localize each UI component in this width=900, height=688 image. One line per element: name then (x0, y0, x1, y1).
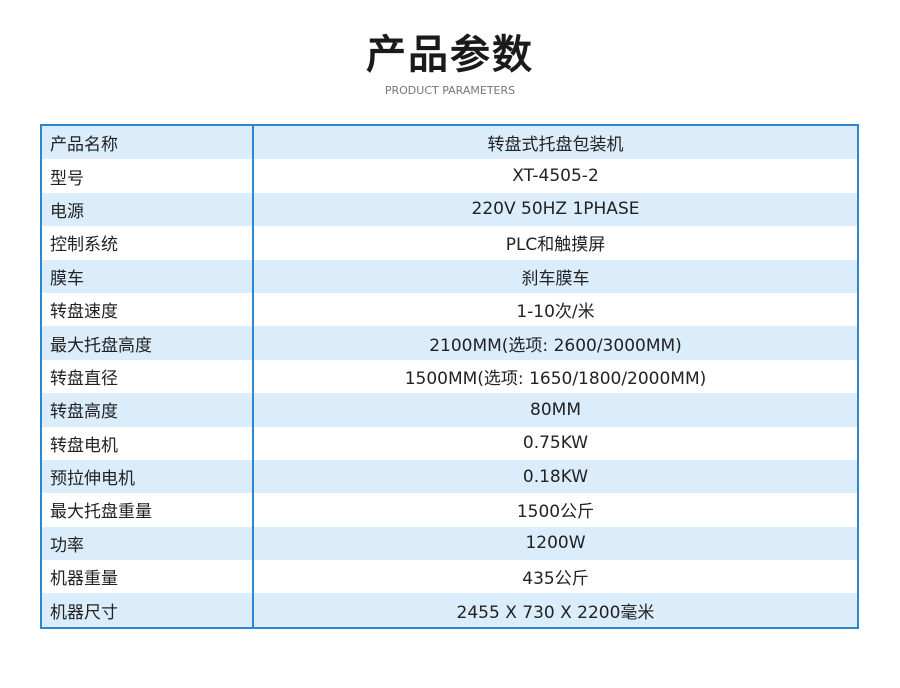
param-name: 转盘直径 (41, 359, 254, 394)
table-row: 电源 220V 50HZ 1PHASE (41, 192, 858, 227)
param-value: 220V 50HZ 1PHASE (253, 192, 858, 227)
param-name: 最大托盘高度 (41, 326, 254, 360)
param-value: 1500公斤 (516, 502, 595, 523)
param-name: 最大托盘重量 (41, 493, 254, 527)
table-row: 机器重量 435公斤 (41, 560, 858, 594)
title: 产品参数 (366, 32, 534, 78)
param-value: 80MM (253, 393, 858, 427)
param-name: 控制系统 (41, 226, 254, 260)
param-name: 转盘速度 (41, 292, 254, 327)
table-row: 控制系统 PLC和触摸屏 (41, 226, 858, 260)
param-value: 2455 X 730 X 2200毫米 (253, 593, 858, 628)
subtitle: PRODUCT PARAMETERS (384, 84, 516, 97)
param-value: 0.18KW (253, 459, 858, 494)
table-row: 转盘电机 0.75KW (41, 426, 858, 460)
param-name: 预拉伸电机 (41, 459, 254, 494)
param-name: 转盘电机 (41, 426, 254, 460)
table-row: 转盘高度 80MM (41, 393, 858, 427)
param-value: PLC和触摸屏 (505, 235, 606, 256)
param-value: 1200W (253, 526, 858, 561)
param-value: 1-10次/米 (516, 302, 595, 323)
table-row: 预拉伸电机 0.18KW (41, 459, 858, 494)
param-value: 转盘式托盘包装机 (253, 125, 858, 160)
table-row: 机器尺寸 2455 X 730 X 2200毫米 (41, 593, 858, 628)
param-value: XT-4505-2 (512, 166, 599, 187)
table-row: 转盘速度 1-10次/米 (41, 292, 858, 327)
param-name: 电源 (41, 192, 254, 227)
param-name: 膜车 (41, 259, 254, 293)
param-name: 机器尺寸 (41, 593, 254, 628)
table-row: 最大托盘高度 2100MM(选项: 2600/3000MM) (41, 326, 858, 360)
param-value: 刹车膜车 (253, 259, 858, 293)
table-row: 膜车 刹车膜车 (41, 259, 858, 293)
param-value: 435公斤 (522, 569, 589, 590)
param-name: 转盘高度 (41, 393, 254, 427)
parameter-table: 产品名称 转盘式托盘包装机 型号 XT-4505-2 电源 220V 50HZ 1PHAS… (40, 124, 859, 629)
table-row: 转盘直径 1500MM(选项: 1650/1800/2000MM) (41, 359, 858, 394)
param-name: 机器重量 (41, 560, 254, 594)
param-value: 2100MM(选项: 2600/3000MM) (253, 326, 858, 360)
table-row: 产品名称 转盘式托盘包装机 (41, 125, 858, 160)
param-name: 产品名称 (41, 125, 254, 160)
table-body: 产品名称 转盘式托盘包装机 型号 XT-4505-2 电源 220V 50HZ 1PHAS… (41, 125, 858, 628)
table-row: 型号 XT-4505-2 (41, 159, 858, 193)
param-value: 1500MM(选项: 1650/1800/2000MM) (404, 368, 707, 389)
param-name: 功率 (41, 526, 254, 561)
table-row: 功率 1200W (41, 526, 858, 561)
table-row: 最大托盘重量 1500公斤 (41, 493, 858, 527)
param-value: 0.75KW (522, 433, 589, 454)
param-name: 型号 (41, 159, 254, 193)
